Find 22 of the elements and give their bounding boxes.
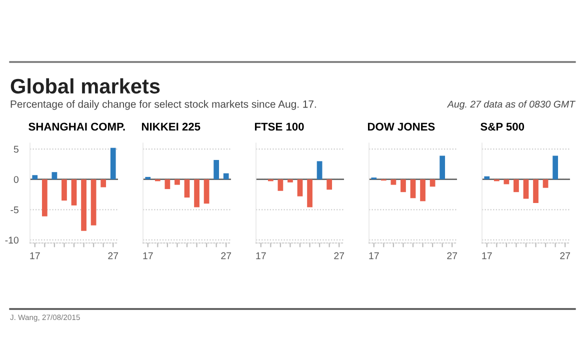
x-tick-label: 17: [143, 252, 153, 260]
x-tick-label: 17: [369, 252, 379, 260]
x-tick-label: 27: [334, 252, 344, 260]
chart-title: DOW JONES: [368, 122, 435, 131]
text: Percentage of daily change for select stock markets since Aug. 17.: [10, 100, 316, 110]
chart-title: S&P 500: [480, 122, 524, 131]
y-tick-label: 0: [14, 176, 19, 183]
x-tick-label: 17: [256, 252, 266, 260]
y-tick-label: -10: [5, 236, 19, 244]
y-tick-label: -5: [10, 206, 18, 214]
chart-title: NIKKEI 225: [142, 122, 200, 131]
chart-title: SHANGHAI COMP.: [28, 122, 125, 131]
text: Global markets: [10, 78, 160, 94]
text: Aug. 27 data as of 0830 GMT: [446, 100, 576, 110]
x-tick-label: 27: [108, 252, 118, 260]
x-tick-label: 27: [447, 252, 458, 260]
x-tick-label: 27: [560, 252, 570, 260]
x-tick-label: 17: [30, 252, 40, 260]
x-tick-label: 27: [221, 252, 232, 260]
chart-title: FTSE 100: [254, 122, 304, 131]
y-tick-label: 5: [14, 146, 18, 153]
x-tick-label: 17: [482, 252, 492, 260]
